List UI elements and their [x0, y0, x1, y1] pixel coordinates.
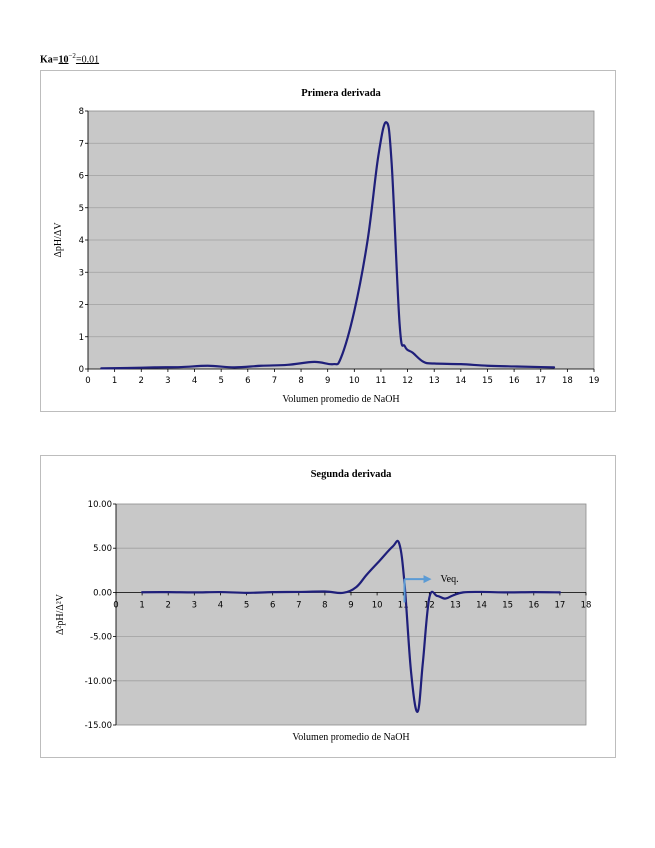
- chart1-x-tick-label-5: 5: [218, 376, 223, 386]
- chart1-y-tick-label-2: 2: [79, 301, 84, 311]
- chart1-x-tick-label-4: 4: [192, 376, 197, 386]
- chart1-x-tick-label-18: 18: [562, 376, 573, 386]
- chart1-y-tick-label-1: 1: [79, 333, 84, 343]
- chart1-x-tick-label-12: 12: [402, 376, 413, 386]
- chart2-x-tick-label-13: 13: [450, 600, 461, 610]
- chart2-y-tick-label-3: -5.00: [90, 633, 112, 643]
- chart2-x-tick-label-16: 16: [528, 600, 539, 610]
- chart2-x-axis-label: Volumen promedio de NaOH: [292, 732, 409, 743]
- chart1-x-tick-label-19: 19: [589, 376, 600, 386]
- chart1-x-tick-label-17: 17: [535, 376, 546, 386]
- chart-segunda-derivada-svg: 10.005.000.00-5.00-10.00-15.000 1 2 3 4 5 6 7 8 9…: [55, 469, 592, 743]
- chart2-plot-area: [115, 503, 587, 726]
- chart1-x-tick-label-6: 6: [245, 376, 250, 386]
- chart1-x-tick-label-7: 7: [272, 376, 277, 386]
- chart1-y-axis-label: ΔpH/ΔV: [53, 222, 64, 258]
- chart1-x-tick-label-14: 14: [455, 376, 466, 386]
- chart1-x-tick-label-15: 15: [482, 376, 493, 386]
- chart2-y-tick-label-5: -15.00: [85, 721, 112, 731]
- chart1-x-tick-label-0: 0: [85, 376, 90, 386]
- chart2-x-tick-label-9: 9: [348, 600, 353, 610]
- ka-value: =0.01: [75, 54, 100, 66]
- chart2-x-tick-label-12: 12: [424, 600, 435, 610]
- ka-exponent: −2: [68, 52, 76, 60]
- veq-label: Veq.: [441, 574, 459, 585]
- chart1-y-tick-label-5: 5: [79, 204, 84, 214]
- chart2-title: Segunda derivada: [311, 469, 393, 480]
- chart2-y-tick-label-2: 0.00: [93, 588, 112, 598]
- chart2-x-tick-label-0: 0: [113, 600, 118, 610]
- chart1-x-tick-label-3: 3: [165, 376, 170, 386]
- chart2-x-tick-label-2: 2: [166, 600, 171, 610]
- chart2-x-tick-label-8: 8: [322, 600, 327, 610]
- chart1-x-axis-label: Volumen promedio de NaOH: [282, 394, 399, 405]
- chart2-x-tick-label-6: 6: [270, 600, 275, 610]
- chart2-x-tick-label-17: 17: [554, 600, 565, 610]
- chart1-y-tick-label-3: 3: [79, 268, 84, 278]
- veq-arrow-head: [423, 575, 432, 584]
- chart1-x-tick-label-8: 8: [298, 376, 303, 386]
- chart2-y-tick-label-0: 10.00: [88, 500, 112, 510]
- chart1-y-tick-label-4: 4: [79, 236, 84, 246]
- chart2-x-tick-label-1: 1: [139, 600, 144, 610]
- chart-primera-derivada: 0 1 2 3 4 5 6 7 8 0 1 2 3 4 5 6 7 8 9 10 11 12 13 14 15 16 17 18 19 P…: [40, 70, 616, 412]
- chart1-title: Primera derivada: [301, 88, 381, 99]
- chart2-x-tick-label-15: 15: [502, 600, 513, 610]
- chart1-x-tick-label-13: 13: [429, 376, 440, 386]
- chart2-x-tick-label-4: 4: [218, 600, 223, 610]
- chart1-x-tick-label-16: 16: [509, 376, 520, 386]
- chart2-x-tick-label-7: 7: [296, 600, 301, 610]
- chart1-y-tick-label-6: 6: [79, 172, 84, 182]
- chart1-series-line-0: [100, 121, 556, 370]
- chart2-y-tick-label-4: -10.00: [85, 677, 112, 687]
- chart2-x-tick-label-5: 5: [244, 600, 249, 610]
- chart1-y-tick-label-7: 7: [79, 139, 84, 149]
- chart2-y-tick-label-1: 5.00: [93, 544, 112, 554]
- chart-segunda-derivada: 10.00 5.00 0.00 -5.00 -10.00 -15.00 0 1 2 3 4 5 6 7 8 9…: [40, 455, 616, 758]
- chart2-x-tick-label-3: 3: [192, 600, 197, 610]
- chart2-x-tick-label-10: 10: [372, 600, 383, 610]
- ka-label: Ka=: [40, 54, 59, 66]
- chart1-x-tick-label-10: 10: [349, 376, 360, 386]
- chart1-x-tick-label-1: 1: [112, 376, 117, 386]
- chart1-x-tick-label-11: 11: [376, 376, 387, 386]
- chart2-x-tick-label-11: 11: [398, 600, 409, 610]
- chart1-y-tick-label-8: 8: [79, 107, 84, 117]
- chart2-y-axis-label: Δ²pH/Δ²V: [55, 593, 66, 635]
- chart1-x-tick-label-9: 9: [325, 376, 330, 386]
- chart2-x-tick-label-18: 18: [581, 600, 592, 610]
- ka-header: Ka=10−2=0.01: [40, 52, 99, 65]
- chart2-x-tick-label-14: 14: [476, 600, 487, 610]
- chart2-series-line-0: [141, 539, 561, 713]
- chart1-x-tick-label-2: 2: [139, 376, 144, 386]
- ka-base: 10: [58, 54, 69, 66]
- chart1-y-tick-label-0: 0: [79, 365, 84, 375]
